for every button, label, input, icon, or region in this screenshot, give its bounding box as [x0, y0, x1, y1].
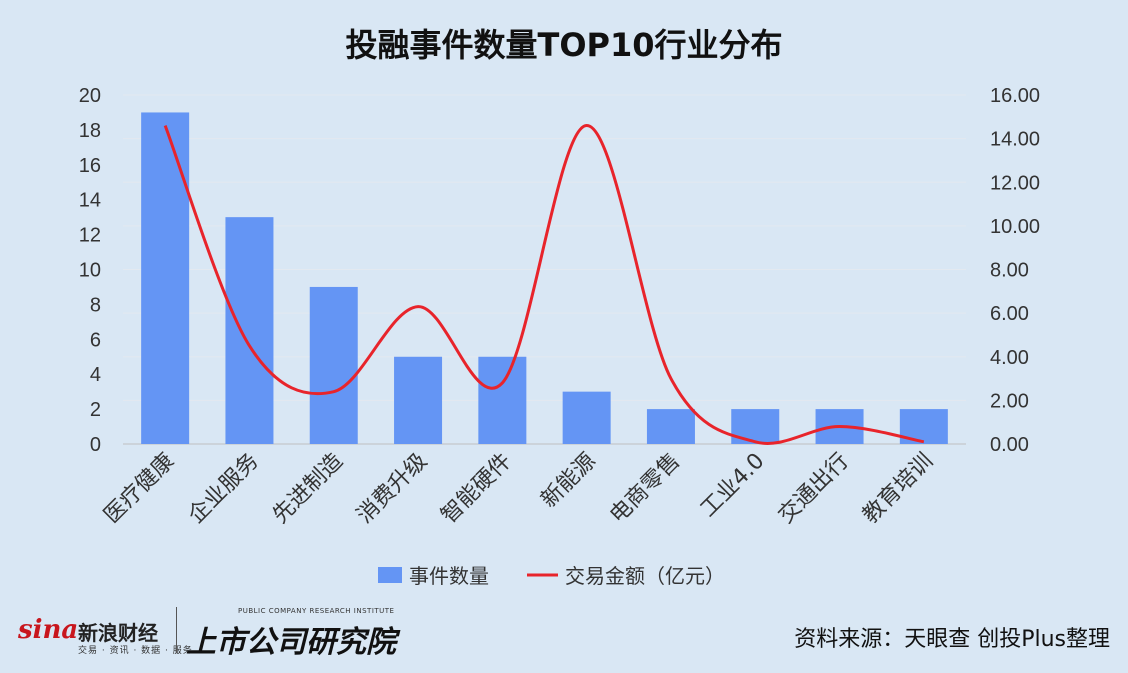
left-tick-label: 16	[79, 155, 101, 177]
right-tick-label: 14.00	[990, 129, 1040, 151]
right-tick-label: 12.00	[990, 172, 1040, 194]
chart: 投融事件数量TOP10行业分布 0 2 4 6 8 10 12 14 16 18 20 0.00 2.…	[79, 26, 1040, 588]
left-axis: 0 2 4 6 8 10 12 14 16 18 20	[79, 85, 101, 456]
logo-divider	[176, 607, 177, 653]
sina-brand: sina	[18, 615, 79, 645]
research-institute-logo: PUBLIC COMPANY RESEARCH INSTITUTE 上市公司研究…	[186, 607, 406, 660]
legend-label-bar: 事件数量	[409, 564, 489, 588]
research-institute-en: PUBLIC COMPANY RESEARCH INSTITUTE	[238, 607, 395, 615]
right-axis: 0.00 2.00 4.00 6.00 8.00 10.00 12.00 14.00 16.00	[990, 85, 1040, 456]
bar	[394, 356, 443, 444]
right-tick-label: 6.00	[990, 303, 1029, 325]
left-tick-label: 6	[90, 329, 101, 351]
category-label: 消费升级	[352, 449, 432, 529]
category-label: 电商零售	[605, 449, 685, 529]
bar	[562, 391, 611, 444]
bar	[225, 217, 274, 444]
left-tick-label: 10	[79, 260, 101, 282]
category-label: 先进制造	[268, 449, 348, 529]
left-tick-label: 4	[90, 364, 101, 386]
bar	[141, 112, 190, 444]
sina-finance-logo: sina 新浪财经 交易 · 资讯 · 数据 · 服务	[18, 611, 192, 657]
sina-name: 新浪财经	[78, 621, 158, 645]
footer: sina 新浪财经 交易 · 资讯 · 数据 · 服务 PUBLIC COMPA…	[0, 603, 1128, 673]
data-source: 资料来源：天眼查 创投Plus整理	[794, 627, 1110, 652]
category-label: 智能硬件	[437, 449, 517, 529]
bar-series	[141, 112, 948, 444]
category-label: 新能源	[537, 449, 601, 513]
line-path	[163, 124, 925, 445]
line-series	[163, 124, 925, 445]
left-tick-label: 0	[90, 434, 101, 456]
category-label: 企业服务	[184, 449, 264, 529]
left-tick-label: 12	[79, 225, 101, 247]
category-label: 工业4.0	[696, 449, 770, 523]
category-axis: 医疗健康 企业服务 先进制造 消费升级 智能硬件 新能源 电商零售 工业4.0 交通出行 教育培训	[99, 449, 938, 529]
left-tick-label: 14	[79, 190, 101, 212]
right-tick-label: 16.00	[990, 85, 1040, 107]
right-tick-label: 4.00	[990, 347, 1029, 369]
right-tick-label: 2.00	[990, 390, 1029, 412]
category-label: 教育培训	[858, 449, 938, 529]
bar	[478, 356, 527, 444]
bar	[309, 286, 358, 444]
right-tick-label: 10.00	[990, 216, 1040, 238]
left-tick-label: 2	[90, 399, 101, 421]
category-label: 医疗健康	[99, 449, 179, 529]
category-label: 交通出行	[774, 449, 854, 529]
right-tick-label: 0.00	[990, 434, 1029, 456]
left-tick-label: 8	[90, 294, 101, 316]
left-tick-label: 18	[79, 120, 101, 142]
legend: 事件数量 交易金额（亿元）	[378, 564, 725, 588]
bar	[646, 409, 695, 444]
legend-swatch-bar	[378, 567, 402, 583]
left-tick-label: 20	[79, 85, 101, 107]
research-institute-cn: 上市公司研究院	[186, 625, 396, 660]
sina-sub: 交易 · 资讯 · 数据 · 服务	[78, 646, 193, 656]
chart-title: 投融事件数量TOP10行业分布	[345, 26, 782, 64]
legend-label-line: 交易金额（亿元）	[565, 564, 725, 588]
right-tick-label: 8.00	[990, 260, 1029, 282]
